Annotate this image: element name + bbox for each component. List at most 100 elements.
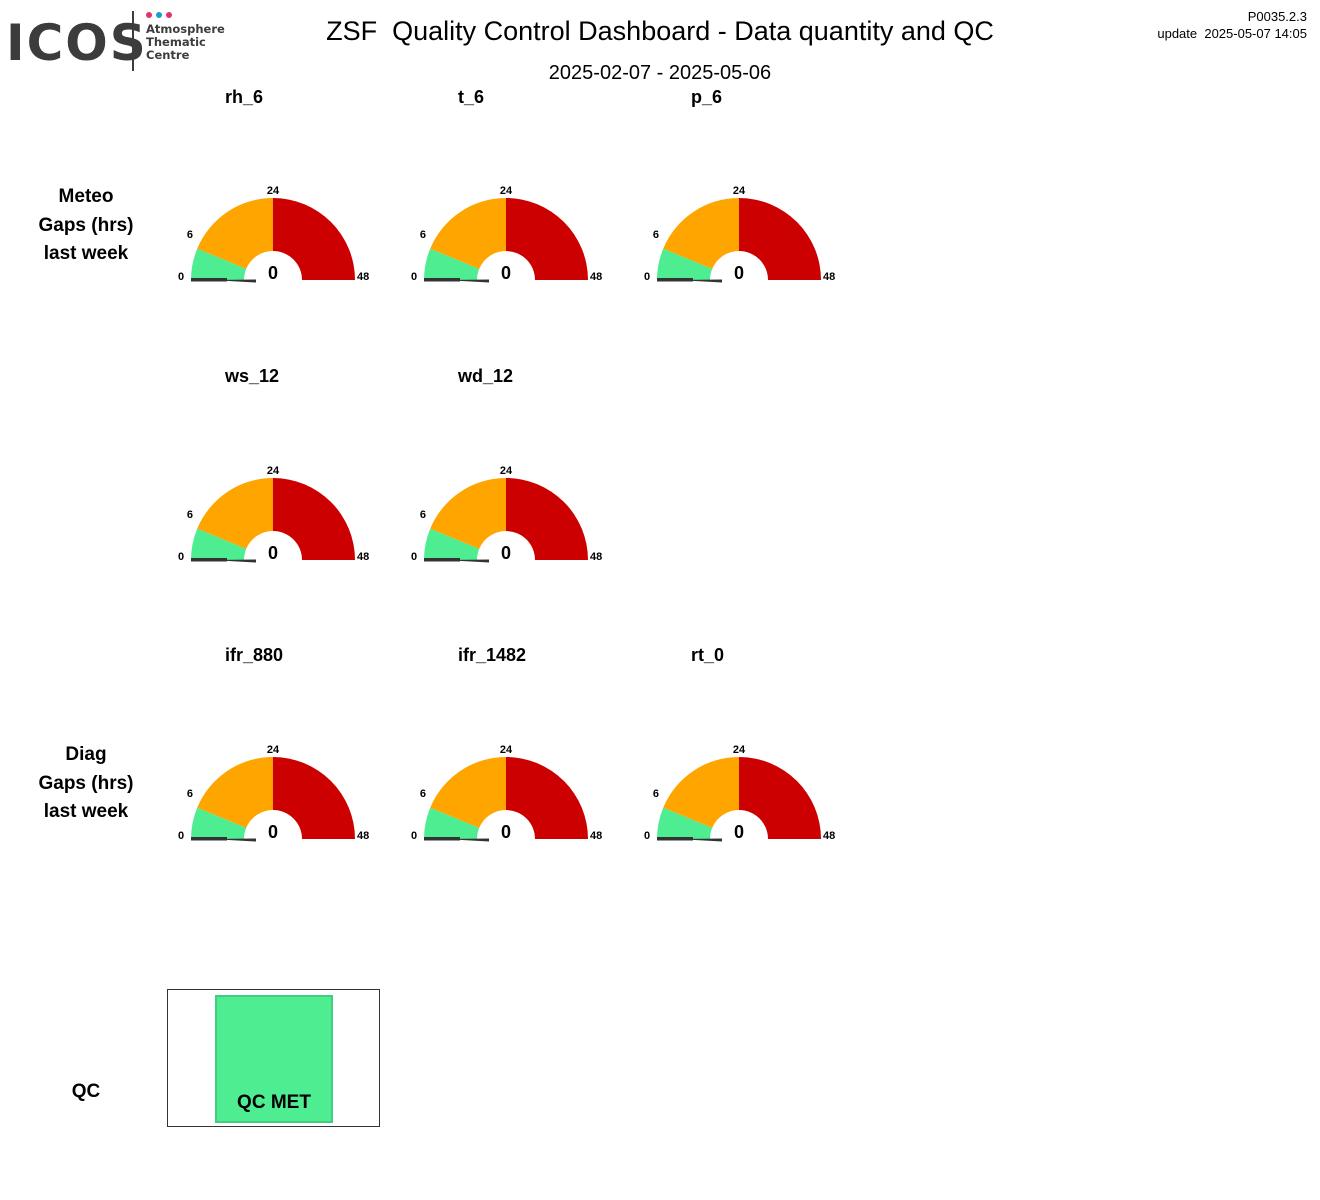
gauge-tick-label: 6 xyxy=(420,509,426,521)
gauge-needle xyxy=(657,278,693,282)
gauge-band xyxy=(273,198,355,280)
gauge-tick-label: 24 xyxy=(500,465,513,477)
gauge-band xyxy=(657,248,713,280)
gauge-chart: 0 6 24 48 0 xyxy=(178,744,369,844)
gauge-chart: 0 6 24 48 0 xyxy=(411,744,602,844)
logo-line1: Atmosphere xyxy=(146,22,225,36)
row-label-line: Gaps (hrs) xyxy=(38,214,134,236)
gauge-band xyxy=(424,528,480,560)
gauge-title: rh_6 xyxy=(225,87,264,107)
gauge-chart: 0 6 24 48 0 xyxy=(178,465,369,565)
gauge-tick-label: 6 xyxy=(653,788,659,800)
update-timestamp: update 2025-05-07 14:05 xyxy=(1157,26,1307,41)
gauge-tick-label: 0 xyxy=(178,830,184,842)
gauge-band xyxy=(739,198,821,280)
gauge-band xyxy=(197,757,273,828)
gauge-tick-label: 0 xyxy=(178,551,184,563)
gauge-tick-label: 0 xyxy=(178,271,184,283)
gauge-title: p_6 xyxy=(691,87,723,107)
gauge-tick-label: 24 xyxy=(267,185,280,197)
gauge-band xyxy=(430,198,506,269)
date-range: 2025-02-07 - 2025-05-06 xyxy=(548,62,772,84)
version-label: P0035.2.3 xyxy=(1247,9,1307,24)
gauge-band xyxy=(191,248,247,280)
gauge-tick-label: 0 xyxy=(411,830,417,842)
gauge-band xyxy=(430,478,506,549)
gauge-title: ws_12 xyxy=(225,366,280,386)
gauge-title: t_6 xyxy=(458,87,485,107)
gauge-tick-label: 24 xyxy=(733,185,746,197)
gauge-tick-label: 24 xyxy=(267,465,280,477)
gauge-needle xyxy=(657,837,693,841)
gauge-tick-label: 24 xyxy=(267,744,280,756)
gauge-band xyxy=(657,807,713,839)
gauge-band xyxy=(506,198,588,280)
gauge-needle xyxy=(424,837,460,841)
qc-panel: QC MET xyxy=(167,989,380,1127)
page-title: ZSF Quality Control Dashboard - Data qua… xyxy=(326,16,994,46)
gauge-title: ifr_1482 xyxy=(458,645,527,665)
gauge-value-label: 0 xyxy=(501,822,511,842)
logo-wordmark: ICOS xyxy=(6,14,148,72)
logo-line3: Centre xyxy=(146,48,190,62)
gauge-needle xyxy=(191,558,227,562)
gauge-band xyxy=(273,757,355,839)
qc-row-label: QC xyxy=(71,1081,101,1102)
gauge-chart: 0 6 24 48 0 xyxy=(644,185,835,285)
diag-row-label: Diag Gaps (hrs) last week xyxy=(0,741,172,827)
gauge-needle xyxy=(424,278,460,282)
gauge-needle xyxy=(191,278,227,282)
gauge-value-label: 0 xyxy=(268,263,278,283)
gauge-tick-label: 48 xyxy=(590,271,602,283)
gauge-tick-label: 48 xyxy=(357,830,369,842)
gauge-value-label: 0 xyxy=(501,263,511,283)
gauge-needle xyxy=(444,279,489,285)
logo-line2: Thematic xyxy=(146,35,206,49)
gauge-needle xyxy=(677,838,722,844)
logo-dot xyxy=(156,12,162,18)
gauge-chart: 0 6 24 48 0 xyxy=(644,744,835,844)
gauge-tick-label: 6 xyxy=(420,229,426,241)
gauge-tick-label: 24 xyxy=(500,185,513,197)
gauge-value-label: 0 xyxy=(734,822,744,842)
gauge-tick-label: 48 xyxy=(590,830,602,842)
gauge-tick-label: 24 xyxy=(500,744,513,756)
qc-status-indicator: QC MET xyxy=(215,995,333,1123)
gauge-tick-label: 24 xyxy=(733,744,746,756)
gauge-value-label: 0 xyxy=(268,822,278,842)
gauge-needle xyxy=(211,279,256,285)
gauge-needle xyxy=(211,559,256,565)
gauge-band xyxy=(506,757,588,839)
gauge-tick-label: 6 xyxy=(420,788,426,800)
gauge-band xyxy=(191,528,247,560)
gauge-tick-label: 48 xyxy=(823,271,835,283)
gauge-needle xyxy=(211,838,256,844)
logo-dot xyxy=(146,12,152,18)
gauge-needle xyxy=(444,838,489,844)
row-label-line: Meteo xyxy=(58,186,114,207)
gauge-band xyxy=(191,807,247,839)
icos-logo: ICOS Atmosphere Thematic Centre xyxy=(6,11,225,72)
gauge-tick-label: 0 xyxy=(411,271,417,283)
gauge-value-label: 0 xyxy=(268,543,278,563)
gauge-chart: 0 6 24 48 0 xyxy=(411,185,602,285)
gauge-band xyxy=(739,757,821,839)
gauge-chart: 0 6 24 48 0 xyxy=(411,465,602,565)
gauge-band xyxy=(424,807,480,839)
gauge-title: ifr_880 xyxy=(225,645,284,665)
gauge-tick-label: 48 xyxy=(357,551,369,563)
gauge-needle xyxy=(191,837,227,841)
gauge-tick-label: 48 xyxy=(357,271,369,283)
qc-status-label: QC MET xyxy=(237,1092,311,1113)
gauge-chart: 0 6 24 48 0 xyxy=(178,185,369,285)
gauge-value-label: 0 xyxy=(734,263,744,283)
gauge-band xyxy=(273,478,355,560)
gauge-needle xyxy=(424,558,460,562)
gauge-band xyxy=(663,757,739,828)
gauge-band xyxy=(506,478,588,560)
row-label-line: last week xyxy=(43,801,129,822)
gauge-tick-label: 6 xyxy=(187,509,193,521)
gauge-value-label: 0 xyxy=(501,543,511,563)
gauge-tick-label: 0 xyxy=(411,551,417,563)
gauge-tick-label: 6 xyxy=(187,229,193,241)
